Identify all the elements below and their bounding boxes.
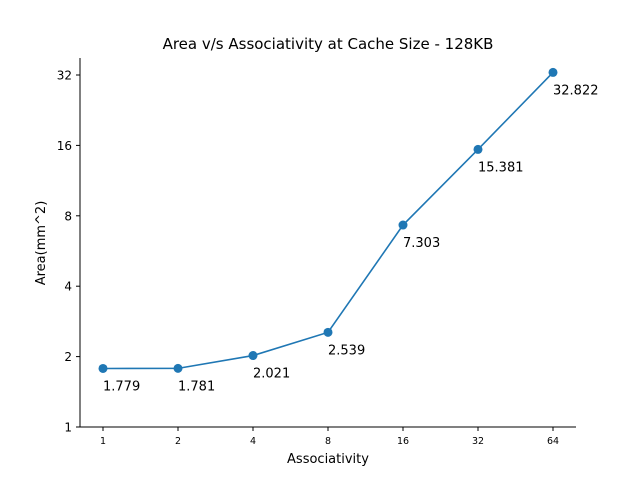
data-point: [98, 363, 108, 373]
x-tick-label: 2: [175, 436, 181, 447]
y-tick-label: 2: [64, 350, 72, 364]
x-tick-label: 16: [397, 436, 409, 447]
y-tick-label: 4: [64, 280, 72, 294]
data-point: [473, 144, 483, 154]
x-tick-label: 1: [100, 436, 106, 447]
data-point: [248, 351, 258, 361]
y-tick-label: 32: [57, 69, 72, 83]
series-line: [102, 71, 554, 370]
data-label: 2.021: [253, 367, 290, 382]
data-label: 2.539: [328, 343, 365, 358]
data-label: 1.779: [103, 379, 140, 394]
data-label: 1.781: [178, 379, 215, 394]
data-point: [323, 327, 333, 337]
y-axis-label: Area(mm^2): [34, 201, 49, 286]
x-ticks: 1 2 4 8 16 32 64: [100, 427, 559, 447]
y-ticks: 1 2 4 8 16 32: [57, 69, 80, 435]
chart-title: Area v/s Associativity at Cache Size - 1…: [163, 35, 494, 53]
y-tick-label: 8: [64, 209, 72, 223]
data-point: [173, 363, 183, 373]
y-tick-label: 16: [57, 139, 72, 153]
data-label: 32.822: [553, 83, 599, 98]
x-tick-label: 4: [250, 436, 256, 447]
x-tick-label: 64: [547, 436, 559, 447]
data-label: 7.303: [403, 236, 440, 251]
y-tick-label: 1: [64, 421, 72, 435]
axes: [79, 58, 576, 428]
data-label: 15.381: [478, 160, 524, 175]
x-tick-label: 32: [472, 436, 484, 447]
x-axis-label: Associativity: [287, 452, 369, 467]
series-area: 1.779 1.781 2.021 2.539 7.303 15.381 32.822: [98, 67, 599, 394]
data-point: [398, 220, 408, 230]
data-point: [548, 67, 558, 77]
x-tick-label: 8: [325, 436, 331, 447]
